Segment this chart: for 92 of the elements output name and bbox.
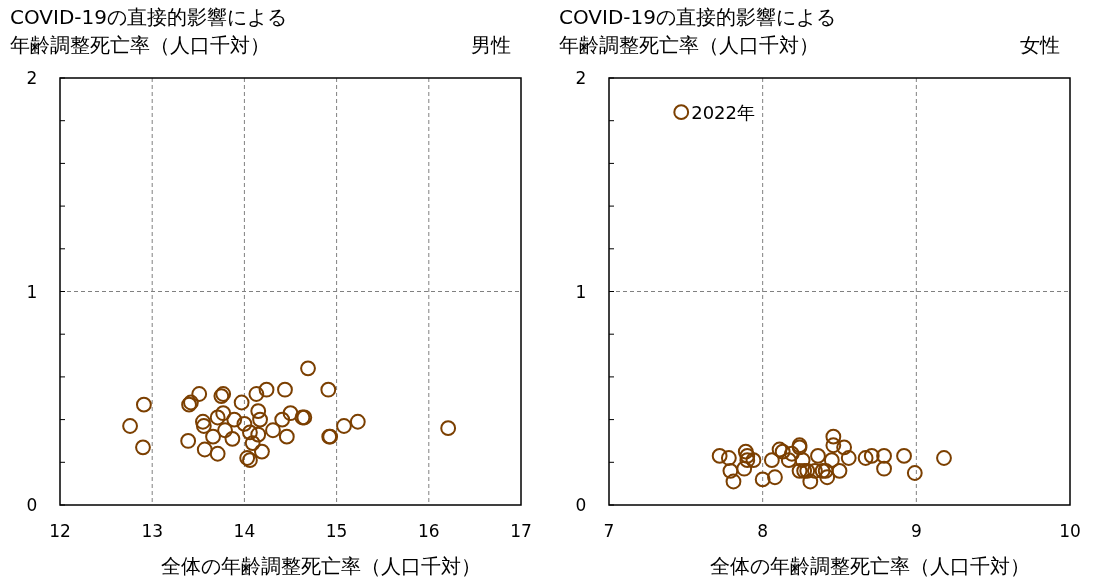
point	[819, 469, 836, 486]
point	[722, 462, 739, 479]
x-tick-label: 7	[603, 521, 615, 541]
x-tick-label: 17	[510, 521, 532, 541]
point	[226, 411, 243, 428]
point	[224, 430, 241, 447]
x-tick-label: 14	[233, 521, 256, 541]
point	[440, 420, 457, 437]
point	[791, 462, 808, 479]
point	[936, 450, 952, 466]
point	[135, 396, 152, 413]
chart-title: 男性	[471, 33, 511, 57]
point	[254, 443, 270, 460]
point	[191, 386, 208, 402]
y-tick-label: 2	[575, 68, 587, 88]
point	[739, 448, 756, 464]
point	[209, 409, 226, 426]
x-tick-label: 12	[49, 521, 71, 541]
point	[780, 452, 797, 469]
chart-title: 女性	[1020, 33, 1060, 57]
point	[258, 381, 275, 398]
point	[122, 418, 138, 434]
point	[810, 448, 826, 464]
point	[282, 405, 299, 422]
x-tick-label: 10	[1059, 521, 1081, 541]
point	[250, 403, 267, 419]
point	[857, 450, 874, 466]
point	[195, 413, 211, 430]
point	[825, 437, 842, 454]
point	[250, 426, 267, 443]
point	[711, 448, 728, 464]
y-tick-label: 1	[26, 281, 38, 302]
point	[876, 448, 892, 464]
point	[244, 435, 261, 451]
x-axis-title: 全体の年齢調整死亡率（人口千対）	[709, 554, 1030, 578]
x-tick-label: 9	[910, 521, 922, 541]
point	[745, 452, 762, 469]
point	[673, 104, 690, 121]
point	[876, 460, 892, 477]
point	[802, 473, 819, 490]
point	[725, 473, 742, 490]
y-tick-label: 0	[26, 495, 38, 515]
point	[720, 450, 737, 466]
point	[217, 422, 233, 439]
point	[807, 462, 823, 479]
point	[840, 450, 857, 466]
point	[274, 411, 291, 428]
x-axis-title: 全体の年齢調整死亡率（人口千対）	[160, 554, 481, 578]
point	[135, 439, 151, 456]
point	[739, 452, 756, 469]
point	[277, 381, 293, 398]
point	[336, 418, 352, 434]
point	[300, 360, 316, 377]
y-tick-label: 2	[26, 68, 38, 88]
point	[737, 443, 754, 460]
point	[252, 411, 268, 428]
point	[205, 428, 221, 445]
annotation: 2022年	[691, 102, 756, 124]
point	[196, 441, 213, 458]
point	[278, 428, 295, 445]
point	[209, 445, 226, 462]
point	[754, 471, 771, 488]
point	[236, 415, 253, 432]
point	[180, 433, 197, 449]
point	[215, 405, 232, 422]
y-tick-label: 0	[575, 495, 587, 515]
point	[906, 465, 923, 481]
point	[783, 445, 800, 462]
point	[265, 422, 281, 439]
point	[794, 452, 811, 469]
point	[896, 448, 912, 464]
point	[863, 448, 880, 464]
point	[767, 469, 783, 486]
point	[836, 439, 853, 456]
y-axis-title: COVID-19の直接的影響による年齢調整死亡率（人口千対）	[10, 5, 288, 57]
point	[825, 428, 842, 445]
y-tick-label: 1	[575, 281, 587, 302]
x-tick-label: 15	[325, 521, 348, 541]
point	[831, 462, 848, 479]
x-tick-label: 13	[141, 521, 164, 541]
point	[349, 413, 366, 430]
point	[823, 452, 840, 469]
point	[320, 381, 337, 398]
y-axis-title: COVID-19の直接的影響による年齢調整死亡率（人口千対）	[559, 5, 837, 57]
point	[195, 418, 212, 434]
point	[248, 386, 265, 402]
x-tick-label: 16	[417, 521, 440, 541]
point	[242, 424, 258, 441]
point	[736, 460, 753, 477]
point	[763, 452, 780, 469]
point	[233, 394, 250, 411]
x-tick-label: 8	[757, 521, 769, 541]
